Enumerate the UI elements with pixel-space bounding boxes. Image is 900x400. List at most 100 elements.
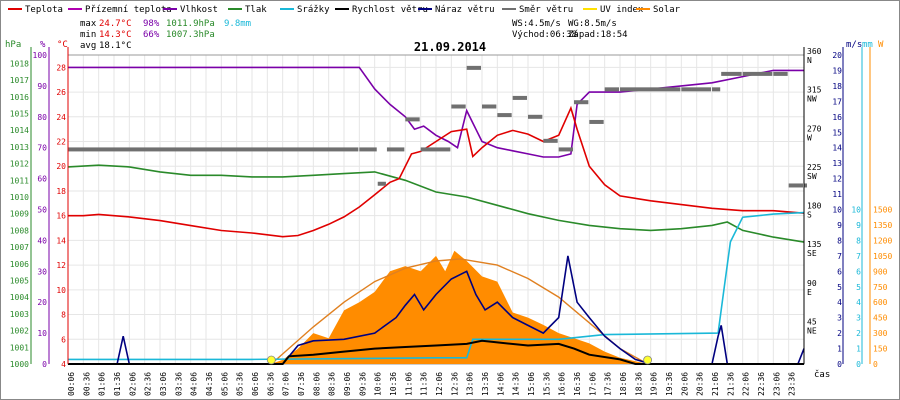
- legend-label: Rychlost větru: [352, 5, 428, 15]
- x-tick-label: 07:36: [297, 372, 306, 396]
- stats-block: max 24.7°C 98% 1011.9hPa 9.8mm min 14.3°…: [80, 19, 251, 51]
- wind-direction-mark: [681, 87, 711, 92]
- axis-hpa-tick: 1014: [10, 126, 29, 135]
- axis-celsius-tick: 12: [56, 261, 66, 270]
- axis-direction-deg: 45: [807, 317, 817, 326]
- x-tick-label: 22:06: [742, 372, 751, 396]
- axis-mm-tick: 2: [856, 329, 861, 338]
- axis-ms-tick: 4: [837, 298, 842, 307]
- axis-direction-dir: S: [807, 211, 812, 220]
- axis-direction-deg: 135: [807, 240, 822, 249]
- axis-hpa-tick: 1000: [10, 360, 29, 369]
- axis-percent-tick: 60: [37, 175, 47, 184]
- x-tick-label: 10:06: [374, 372, 383, 396]
- axis-percent-tick: 50: [37, 206, 47, 215]
- x-tick-label: 17:36: [604, 372, 613, 396]
- axis-mm-tick: 10: [851, 206, 861, 215]
- wind-direction-mark: [804, 183, 807, 188]
- x-tick-label: 20:36: [696, 372, 705, 396]
- axis-mm-tick: 7: [856, 252, 861, 261]
- legend-label: Tlak: [245, 5, 267, 15]
- x-tick-label: 04:36: [205, 372, 214, 396]
- axis-celsius-tick: 14: [56, 236, 66, 245]
- axis-mm-tick: 3: [856, 314, 861, 323]
- wind-direction-mark: [558, 147, 573, 152]
- wind-direction-mark: [68, 147, 359, 152]
- axis-ms-tick: 17: [832, 97, 842, 106]
- axis-celsius-tick: 18: [56, 187, 66, 196]
- axis-direction-deg: 225: [807, 163, 822, 172]
- x-axis-label: čas: [814, 369, 830, 380]
- stat-max-rain: 9.8mm: [224, 19, 251, 29]
- x-tick-label: 03:36: [174, 372, 183, 396]
- wind-direction-mark: [497, 113, 512, 118]
- x-tick-label: 12:06: [435, 372, 444, 396]
- x-tick-label: 08:06: [312, 372, 321, 396]
- axis-direction-dir: SW: [807, 172, 817, 181]
- stat-min-label: min: [80, 30, 96, 40]
- axis-ms-tick: 14: [832, 144, 842, 153]
- axis-celsius-tick: 16: [56, 212, 66, 221]
- x-tick-label: 23:06: [772, 372, 781, 396]
- legend-label: Srážky: [297, 5, 330, 15]
- axis-mm-tick: 6: [856, 267, 861, 276]
- wind-direction-mark: [405, 117, 420, 122]
- x-tick-label: 13:06: [466, 372, 475, 396]
- rain-line: [68, 211, 805, 361]
- axis-ms-tick: 10: [832, 206, 842, 215]
- axis-hpa-tick: 1004: [10, 293, 29, 302]
- axis-w-tick: 300: [873, 329, 888, 338]
- sunset-time: Západ:18:54: [568, 30, 628, 40]
- axis-ms-tick: 6: [837, 267, 842, 276]
- axis-w-tick: 1200: [873, 236, 892, 245]
- x-tick-label: 04:06: [190, 372, 199, 396]
- axis-mm-tick: 0: [856, 360, 861, 369]
- axis-percent-tick: 20: [37, 298, 47, 307]
- x-tick-label: 20:06: [680, 372, 689, 396]
- stat-max-hum: 98%: [143, 19, 160, 29]
- axis-hpa-tick: 1016: [10, 93, 29, 102]
- x-tick-label: 18:36: [634, 372, 643, 396]
- axis-ms-tick: 11: [832, 190, 842, 199]
- stat-max-label: max: [80, 19, 97, 29]
- axis-hpa-tick: 1007: [10, 243, 29, 252]
- axis-w-tick: 150: [873, 345, 888, 354]
- axis-hpa-tick: 1018: [10, 59, 29, 68]
- wind-direction-mark: [604, 87, 619, 92]
- wind-direction-mark: [512, 95, 527, 100]
- axis-percent-tick: 30: [37, 267, 47, 276]
- axis-percent-tick: 0: [42, 360, 47, 369]
- axis-mm-tick: 8: [856, 236, 861, 245]
- axis-ms-tick: 16: [832, 113, 842, 122]
- axis-hpa-tick: 1002: [10, 327, 29, 336]
- x-tick-label: 11:36: [420, 372, 429, 396]
- axis-label-mm: mm: [862, 40, 873, 50]
- wind-direction-mark: [589, 119, 604, 124]
- temperature-line: [68, 105, 805, 238]
- x-tick-label: 15:36: [542, 372, 551, 396]
- axis-hpa-tick: 1008: [10, 226, 29, 235]
- x-tick-label: 09:36: [358, 372, 367, 396]
- axis-hpa-tick: 1015: [10, 109, 29, 118]
- legend-label: Směr větru: [519, 5, 573, 15]
- solar-theoretical-line: [270, 258, 648, 365]
- axis-w-tick: 600: [873, 298, 888, 307]
- axis-celsius-tick: 10: [56, 286, 66, 295]
- wind-direction-mark: [620, 87, 681, 92]
- axis-percent-tick: 10: [37, 329, 47, 338]
- wind-gust-max: WG:8.5m/s: [568, 19, 617, 29]
- x-tick-label: 11:06: [404, 372, 413, 396]
- wind-direction-mark: [420, 147, 451, 152]
- axis-direction-dir: N: [807, 56, 812, 65]
- axis-w-tick: 900: [873, 267, 888, 276]
- axis-ms-tick: 15: [832, 128, 842, 137]
- legend-label: Teplota: [25, 5, 63, 15]
- axis-direction-dir: SE: [807, 249, 817, 258]
- axis-label-hpa: hPa: [5, 40, 21, 50]
- sunset-marker: [643, 355, 652, 365]
- axis-w-tick: 1350: [873, 221, 892, 230]
- wind-direction-mark: [574, 100, 589, 105]
- axis-mm-tick: 9: [856, 221, 861, 230]
- x-tick-label: 01:36: [113, 372, 122, 396]
